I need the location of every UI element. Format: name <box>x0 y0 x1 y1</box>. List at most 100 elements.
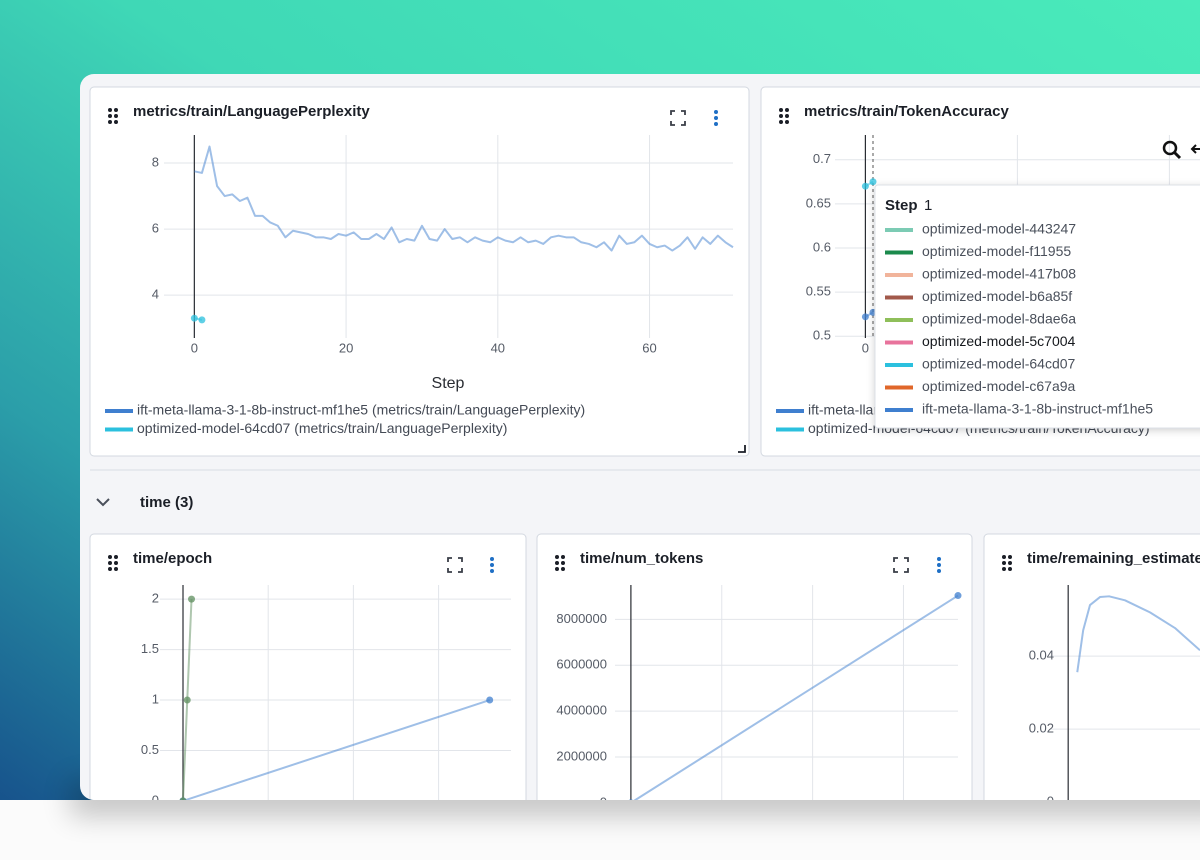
y-tick-label: 0.65 <box>806 195 831 210</box>
menu-dot <box>937 557 941 561</box>
data-point <box>869 178 877 186</box>
tooltip-item: optimized-model-c67a9a <box>922 378 1076 394</box>
tooltip-item: ift-meta-llama-3-1-8b-instruct-mf1he5 <box>922 401 1153 417</box>
drag-handle-dot <box>779 120 783 124</box>
y-tick-label: 6000000 <box>556 657 607 672</box>
panel-title: time/remaining_estimate <box>1027 550 1200 567</box>
data-point <box>486 696 494 704</box>
series-line <box>182 699 491 800</box>
menu-dot <box>490 563 494 567</box>
drag-handle-dot <box>108 108 112 112</box>
expand-icon[interactable] <box>447 557 463 573</box>
x-axis-title: Step <box>432 375 465 392</box>
tooltip-item: optimized-model-f11955 <box>922 243 1071 259</box>
tooltip-step: 1 <box>924 197 932 214</box>
y-tick-label: 0.6 <box>813 239 831 254</box>
drag-handle-dot <box>108 555 112 559</box>
expand-icon[interactable] <box>893 557 909 573</box>
menu-dot <box>937 563 941 567</box>
chart-panel: time/num_tokens 0 2000000 4000000 6000000 800… <box>536 533 973 809</box>
chart-panel: metrics/train/LanguagePerplexity 4 6 8 0 20 40… <box>89 86 750 457</box>
series-line <box>1076 595 1200 673</box>
drag-handle-dot <box>114 561 118 565</box>
y-tick-label: 1 <box>152 691 159 706</box>
section-title[interactable]: time (3) <box>140 494 193 511</box>
x-tick-label: 20 <box>339 340 353 355</box>
y-tick-label: 4 <box>152 287 159 302</box>
x-tick-label: 0 <box>191 340 198 355</box>
y-tick-label: 2000000 <box>556 748 607 763</box>
data-point <box>190 314 198 322</box>
tooltip-item: optimized-model-443247 <box>922 221 1076 237</box>
zoom-icon-handle <box>1172 150 1182 160</box>
chart-toolbar <box>1162 140 1200 160</box>
drag-handle-dot <box>114 555 118 559</box>
data-point <box>179 797 187 800</box>
panel-title: time/num_tokens <box>580 550 703 567</box>
x-tick-label: 40 <box>491 340 505 355</box>
data-point <box>188 595 196 603</box>
menu-dot <box>937 569 941 573</box>
panel-background <box>89 533 527 800</box>
drag-handle-dot <box>785 108 789 112</box>
menu-dot <box>714 116 718 120</box>
data-point <box>861 182 869 190</box>
drag-handle-dot <box>108 120 112 124</box>
data-point <box>198 316 206 324</box>
y-tick-label: 0.55 <box>806 284 831 299</box>
drag-handle-dot <box>555 555 559 559</box>
y-tick-label: 0 <box>600 794 607 809</box>
drag-handle-dot <box>1002 561 1006 565</box>
y-tick-label: 0 <box>152 792 159 807</box>
collapse-chevron[interactable] <box>96 498 110 507</box>
drag-handle-dot <box>114 567 118 571</box>
menu-dot <box>490 557 494 561</box>
legend-label: optimized-model-64cd07 (metrics/train/La… <box>137 420 507 436</box>
panel-title: metrics/train/LanguagePerplexity <box>133 103 370 120</box>
tooltip-item: optimized-model-b6a85f <box>922 288 1072 304</box>
panel-content: metrics/train/LanguagePerplexity 4 6 8 0 20 40… <box>105 103 746 453</box>
drag-handle-dot <box>785 114 789 118</box>
series-line <box>194 145 734 252</box>
series-line <box>630 594 959 800</box>
tooltip: Step 1 optimized-model-443247optimized-m… <box>874 184 1200 429</box>
drag-handle-dot <box>1002 567 1006 571</box>
tooltip-box <box>874 184 1200 429</box>
card: time (3) metrics/train/LanguagePerplexit… <box>80 74 1200 809</box>
y-tick-label: 8000000 <box>556 611 607 626</box>
data-point <box>954 592 962 600</box>
chart-panel: time/remaining_estimate 0 0.02 0.04 <box>983 533 1200 808</box>
drag-handle-dot <box>1008 567 1012 571</box>
drag-handle-dot <box>561 567 565 571</box>
menu-dot <box>714 110 718 114</box>
drag-handle-dot <box>108 114 112 118</box>
panel-content: time/remaining_estimate 0 0.02 0.04 <box>1002 550 1200 808</box>
drag-handle-dot <box>785 120 789 124</box>
y-tick-label: 0.5 <box>813 328 831 343</box>
panel-background <box>983 533 1200 800</box>
pan-icon[interactable] <box>1190 144 1200 154</box>
drag-handle-dot <box>114 114 118 118</box>
resize-handle <box>738 445 746 453</box>
drag-handle-dot <box>555 561 559 565</box>
drag-handle-dot <box>1008 561 1012 565</box>
tooltip-item: optimized-model-64cd07 <box>922 356 1076 372</box>
drag-handle-dot <box>561 555 565 559</box>
tooltip-item: optimized-model-5c7004 <box>922 333 1076 349</box>
drag-handle-dot <box>108 561 112 565</box>
panel-background <box>89 86 750 457</box>
drag-handle-dot <box>779 114 783 118</box>
y-tick-label: 2 <box>152 591 159 606</box>
panel-content: time/num_tokens 0 2000000 4000000 6000000 800… <box>555 550 962 809</box>
y-tick-label: 4000000 <box>556 703 607 718</box>
drag-handle-dot <box>1008 555 1012 559</box>
y-tick-label: 0 <box>1047 793 1054 808</box>
tooltip-item: optimized-model-417b08 <box>922 266 1076 282</box>
data-point <box>183 696 191 704</box>
zoom-icon[interactable] <box>1162 140 1178 156</box>
expand-icon[interactable] <box>670 110 686 126</box>
drag-handle-dot <box>114 108 118 112</box>
